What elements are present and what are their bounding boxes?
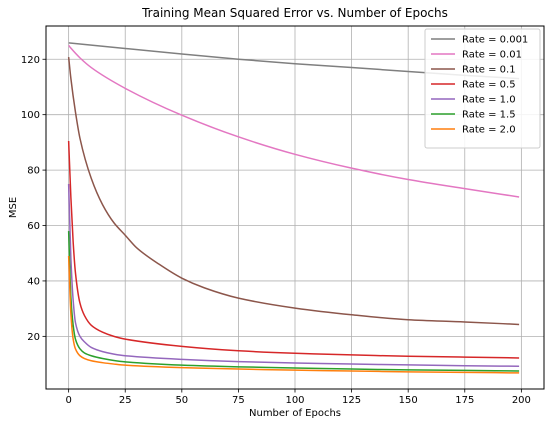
x-tick-label: 25 (119, 395, 132, 406)
series-line-5 (67, 183, 520, 368)
y-tick-label: 120 (21, 55, 40, 66)
series-line-7 (67, 255, 520, 374)
series-line-6 (67, 231, 520, 372)
x-tick-label: 125 (342, 395, 361, 406)
legend-box (424, 28, 541, 149)
x-tick-label: 150 (399, 395, 418, 406)
x-tick-label: 0 (65, 395, 71, 406)
series-line-2 (68, 44, 520, 198)
x-tick-label: 200 (512, 395, 531, 406)
series-line-3 (67, 56, 520, 326)
x-tick-label: 175 (455, 395, 474, 406)
legend-label: Rate = 2.0 (462, 125, 516, 136)
y-tick-label: 60 (27, 221, 40, 232)
chart-title: Training Mean Squared Error vs. Number o… (141, 6, 448, 20)
y-tick-label: 100 (21, 110, 40, 121)
legend-label: Rate = 1.0 (462, 95, 516, 106)
legend-label: Rate = 0.01 (462, 50, 522, 61)
series-lines (67, 42, 520, 374)
legend: Rate = 0.001 Rate = 0.01 Rate = 0.1 Rate = … (424, 28, 541, 149)
y-tick-label: 80 (27, 166, 40, 177)
legend-label: Rate = 1.5 (462, 110, 516, 121)
y-tick-label: 20 (27, 332, 40, 343)
x-axis-label: Number of Epochs (249, 408, 341, 419)
axis-ticks: 0 25 50 75 100 125 150 175 200 20 40 60 80 100 120 (21, 55, 531, 406)
x-tick-label: 75 (232, 395, 245, 406)
x-tick-label: 50 (175, 395, 188, 406)
legend-label: Rate = 0.001 (462, 35, 528, 46)
x-tick-label: 100 (285, 395, 304, 406)
y-tick-label: 40 (27, 276, 40, 287)
legend-label: Rate = 0.1 (462, 65, 516, 76)
legend-label: Rate = 0.5 (462, 80, 516, 91)
y-axis-label: MSE (8, 197, 19, 218)
series-line-4 (67, 140, 520, 359)
